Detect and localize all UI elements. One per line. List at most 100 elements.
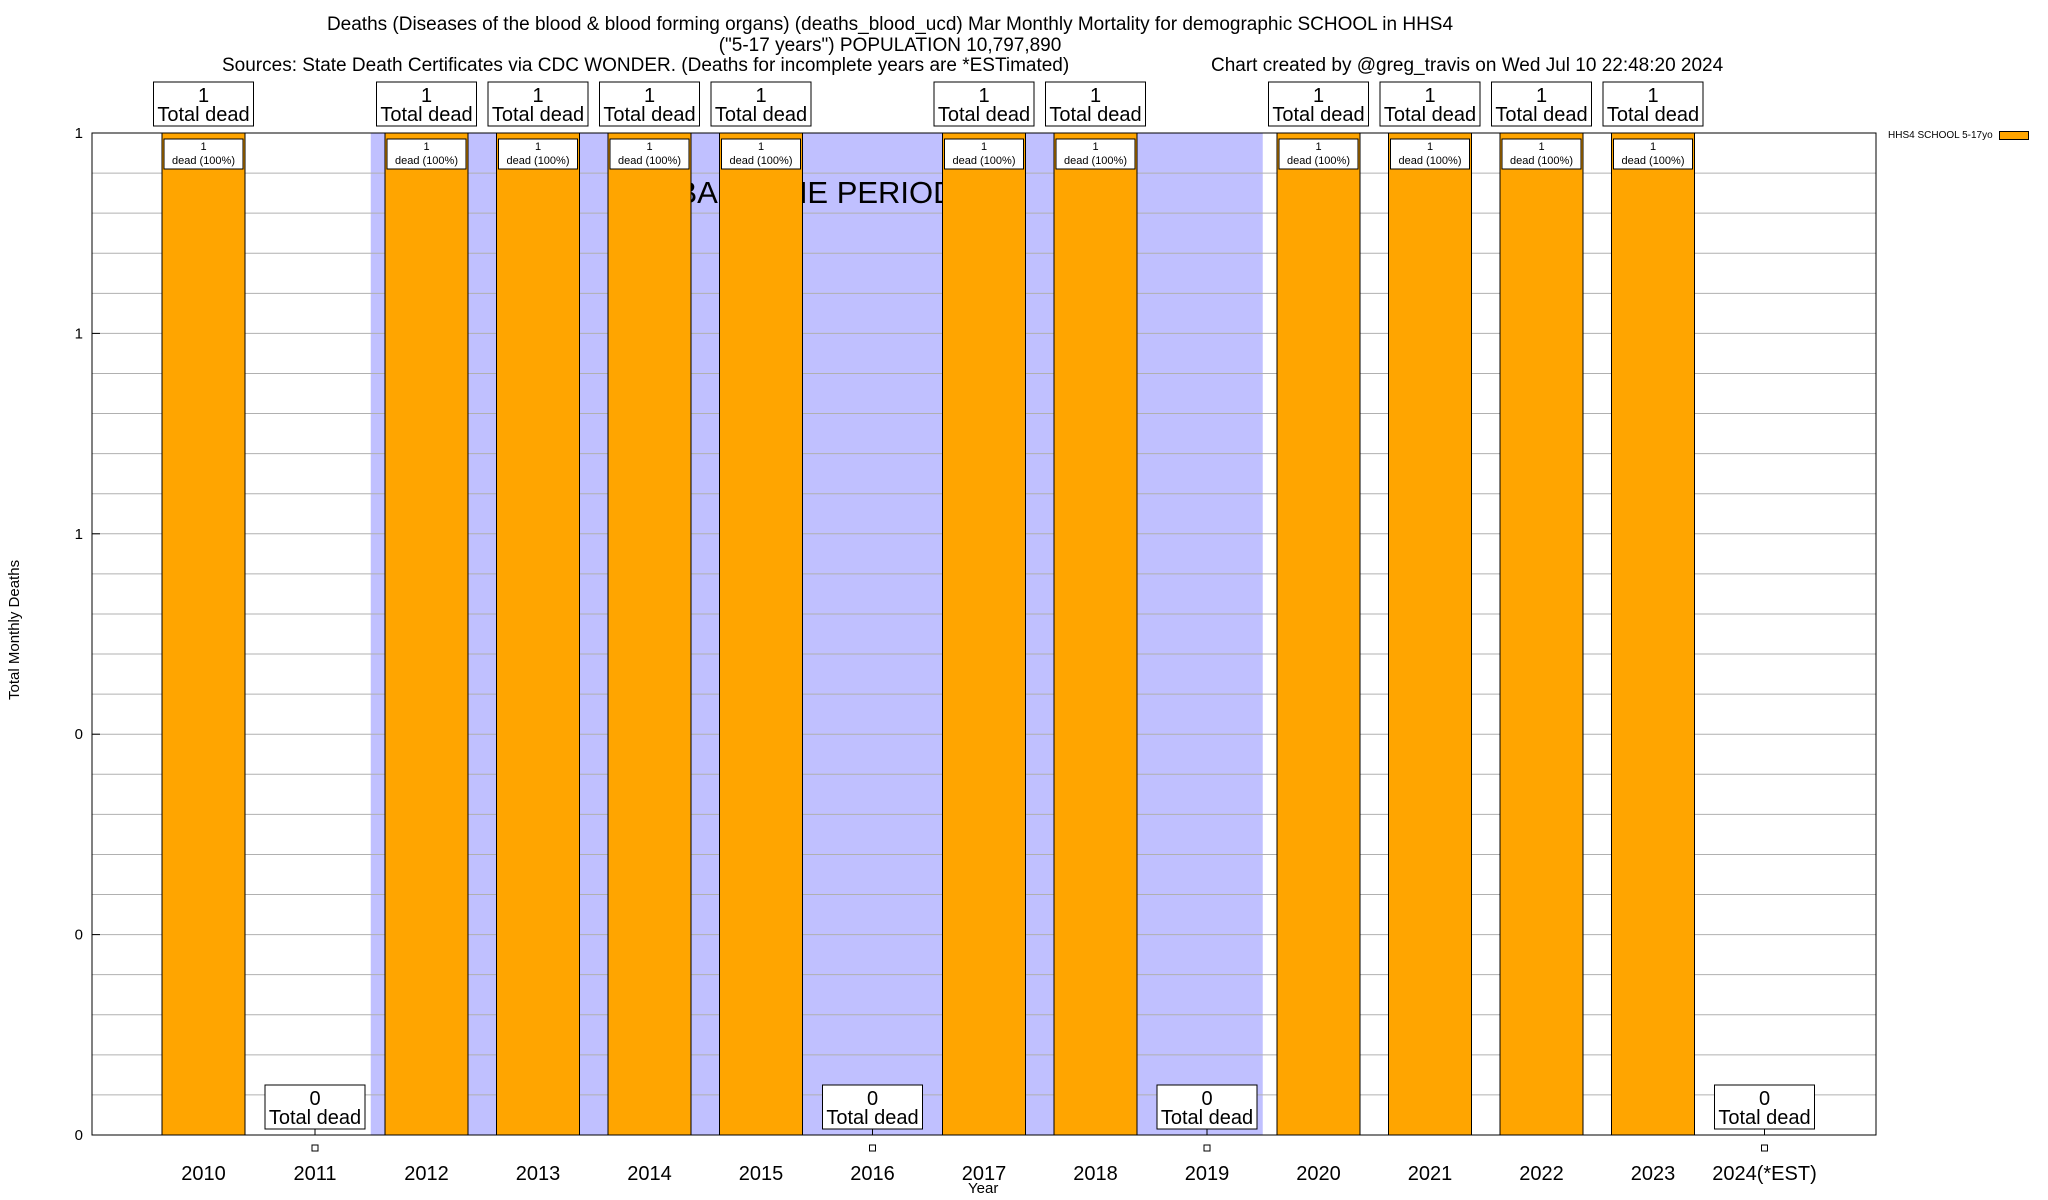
bar-top-label: Total dead bbox=[826, 1107, 918, 1129]
bar-inner-label-box bbox=[609, 138, 690, 170]
zero-marker bbox=[311, 1144, 319, 1152]
legend-label: HHS4 SCHOOL 5-17yo bbox=[1888, 130, 1993, 141]
zero-marker bbox=[1203, 1144, 1211, 1152]
bar-top-count: 1 bbox=[644, 85, 655, 107]
x-tick-label: 2021 bbox=[1408, 1163, 1453, 1185]
bar-top-count: 1 bbox=[1536, 85, 1547, 107]
bar-inner-label: dead (100%) bbox=[618, 155, 681, 167]
bar-inner-label: dead (100%) bbox=[953, 155, 1016, 167]
bar-top-label-box bbox=[264, 1084, 366, 1130]
bar-inner-label: dead (100%) bbox=[1064, 155, 1127, 167]
bar-inner-label-box bbox=[1278, 138, 1359, 170]
x-tick-label: 2012 bbox=[404, 1163, 449, 1185]
bar-inner-count: 1 bbox=[1427, 141, 1433, 153]
bar-top-label-box bbox=[1268, 81, 1369, 127]
bar-inner-label: dead (100%) bbox=[1622, 155, 1685, 167]
y-tick-label: 0 bbox=[75, 1127, 83, 1144]
x-tick-label: 2018 bbox=[1073, 1163, 1118, 1185]
bar-top-label-box bbox=[153, 81, 254, 127]
y-tick-label: 1 bbox=[75, 125, 83, 142]
bar-top-label-box bbox=[599, 81, 700, 127]
bar-top-label: Total dead bbox=[157, 104, 249, 126]
bar-inner-label-box bbox=[386, 138, 467, 170]
bar-top-label: Total dead bbox=[492, 104, 584, 126]
bar bbox=[384, 132, 469, 1136]
sources-text: Sources: State Death Certificates via CD… bbox=[222, 55, 1070, 76]
legend-swatch bbox=[1998, 131, 2029, 140]
bar-top-label-box bbox=[710, 81, 812, 127]
bar-top-label-box bbox=[1491, 81, 1592, 127]
bar-inner-label: dead (100%) bbox=[172, 155, 235, 167]
bar-inner-label: dead (100%) bbox=[1399, 155, 1462, 167]
bar-top-label: Total dead bbox=[1161, 1107, 1253, 1129]
bar-inner-count: 1 bbox=[758, 141, 764, 153]
x-tick-label: 2024(*EST) bbox=[1712, 1163, 1817, 1185]
bar-inner-label-box bbox=[163, 138, 244, 170]
x-tick-label: 2022 bbox=[1519, 1163, 1564, 1185]
bar-top-label: Total dead bbox=[1607, 104, 1699, 126]
bar-inner-count: 1 bbox=[535, 141, 541, 153]
bar-inner-label: dead (100%) bbox=[395, 155, 458, 167]
bar-inner-count: 1 bbox=[1538, 141, 1544, 153]
bar bbox=[942, 132, 1026, 1136]
bar-inner-count: 1 bbox=[200, 141, 206, 153]
bar-top-label: Total dead bbox=[1272, 104, 1364, 126]
bar bbox=[607, 132, 692, 1136]
zero-marker bbox=[869, 1144, 876, 1152]
bar-top-count: 0 bbox=[1201, 1088, 1212, 1110]
bar-inner-label: dead (100%) bbox=[507, 155, 570, 167]
zero-marker bbox=[1761, 1144, 1768, 1152]
bar bbox=[1611, 132, 1695, 1136]
x-tick-label: 2010 bbox=[181, 1163, 226, 1185]
bar-inner-count: 1 bbox=[1315, 141, 1321, 153]
y-tick-label: 0 bbox=[75, 927, 83, 944]
bar-top-label-box bbox=[1379, 81, 1481, 127]
bar-top-label: Total dead bbox=[603, 104, 695, 126]
bar-top-count: 1 bbox=[755, 85, 766, 107]
y-tick-label: 1 bbox=[75, 526, 83, 543]
x-tick-label: 2017 bbox=[962, 1163, 1007, 1185]
x-tick-label: 2019 bbox=[1185, 1163, 1230, 1185]
bar-top-label: Total dead bbox=[1495, 104, 1587, 126]
x-tick-label: 2015 bbox=[739, 1163, 784, 1185]
bar bbox=[1053, 132, 1138, 1136]
bar-top-count: 1 bbox=[1647, 85, 1658, 107]
chart-title: Deaths (Diseases of the blood & blood fo… bbox=[326, 14, 1454, 35]
bar-inner-label-box bbox=[1613, 138, 1693, 170]
bar bbox=[1388, 132, 1472, 1136]
bar-inner-label: dead (100%) bbox=[730, 155, 793, 167]
bar-inner-label-box bbox=[1501, 138, 1582, 170]
bar-top-count: 0 bbox=[867, 1088, 878, 1110]
bar-inner-count: 1 bbox=[1092, 141, 1098, 153]
bar-inner-label-box bbox=[721, 138, 801, 170]
bar-top-label: Total dead bbox=[269, 1107, 361, 1129]
bar-inner-label: dead (100%) bbox=[1510, 155, 1573, 167]
bar bbox=[1499, 132, 1584, 1136]
bar-top-count: 0 bbox=[309, 1088, 320, 1110]
bar-inner-label-box bbox=[1390, 138, 1470, 170]
bar-inner-label: dead (100%) bbox=[1287, 155, 1350, 167]
plot-frame bbox=[91, 132, 1877, 1136]
bar-inner-label-box bbox=[944, 138, 1024, 170]
bar-top-count: 1 bbox=[532, 85, 543, 107]
bar-top-count: 1 bbox=[1313, 85, 1324, 107]
bar-top-label-box bbox=[1602, 81, 1704, 127]
bar-top-label-box bbox=[376, 81, 477, 127]
bar-top-count: 1 bbox=[978, 85, 989, 107]
bar-top-label-box bbox=[1156, 1084, 1258, 1130]
bar-top-label-box bbox=[822, 1084, 923, 1130]
bar-inner-label-box bbox=[498, 138, 578, 170]
bar bbox=[496, 132, 580, 1136]
bar-top-label: Total dead bbox=[1384, 104, 1476, 126]
baseline-period-label: BASELINE PERIOD bbox=[676, 175, 955, 210]
bar-top-count: 1 bbox=[421, 85, 432, 107]
bar-top-label: Total dead bbox=[1718, 1107, 1810, 1129]
bar-top-label-box bbox=[487, 81, 589, 127]
x-tick-label: 2016 bbox=[850, 1163, 895, 1185]
legend: HHS4 SCHOOL 5-17yo bbox=[1888, 130, 2029, 141]
bar-top-count: 1 bbox=[1090, 85, 1101, 107]
bar-inner-count: 1 bbox=[646, 141, 652, 153]
bar-top-count: 1 bbox=[1424, 85, 1435, 107]
chart-subtitle: ("5-17 years") POPULATION 10,797,890 bbox=[718, 35, 1062, 56]
